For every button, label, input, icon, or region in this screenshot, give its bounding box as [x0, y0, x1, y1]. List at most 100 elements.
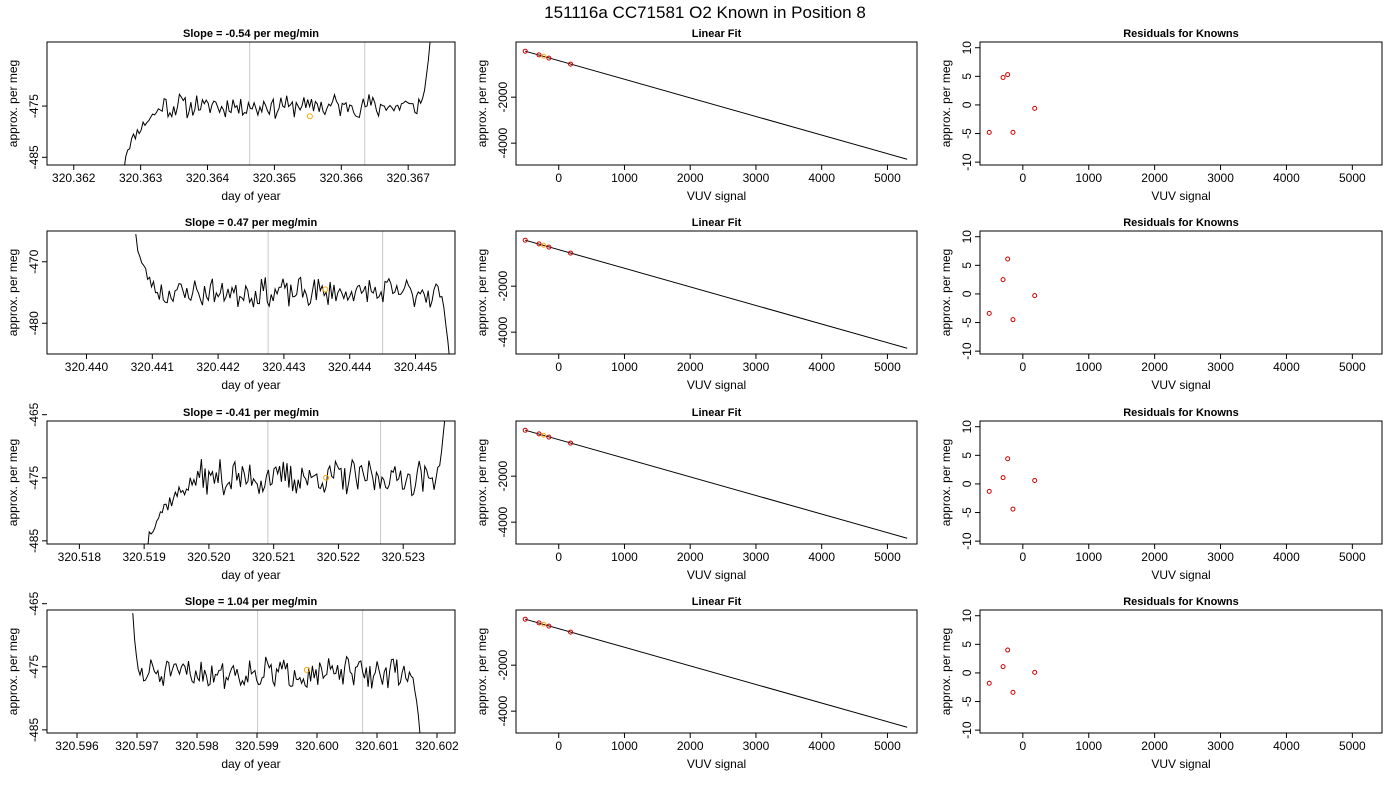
x-tick-label: 1000 [611, 360, 638, 374]
y-tick-label: 5 [960, 641, 974, 648]
x-tick-label: 0 [1019, 171, 1026, 185]
panel-fit-row1: Linear Fit 0 1000 2000 3000 4000 5000 -4000 -200… [475, 28, 918, 203]
panel-title: Slope = 0.47 per meg/min [185, 217, 318, 229]
x-tick-label: 1000 [611, 171, 638, 185]
data-point [1010, 129, 1016, 135]
time-series-line [132, 613, 421, 733]
y-tick-label: 0 [960, 480, 974, 487]
y-axis-label: approx. per meg [6, 628, 20, 715]
panel-residuals-row1: Residuals for Knowns 0 1000 2000 3000 4000 500… [939, 28, 1383, 203]
y-tick-label: -10 [960, 532, 974, 550]
data-point [1005, 456, 1011, 462]
x-tick-label: 320.363 [119, 171, 163, 185]
x-tick-label: 320.440 [65, 360, 109, 374]
x-tick-label: 320.444 [328, 360, 372, 374]
time-series-line [124, 42, 431, 165]
data-point [1005, 72, 1011, 78]
y-axis-label: approx. per meg [6, 439, 20, 526]
y-tick-label: 5 [960, 452, 974, 459]
data-point [546, 623, 552, 629]
x-tick-label: 320.598 [175, 739, 219, 753]
x-tick-label: 320.600 [295, 739, 339, 753]
panel-title: Linear Fit [692, 217, 742, 229]
x-tick-label: 320.520 [187, 550, 231, 564]
x-tick-label: 320.597 [115, 739, 159, 753]
y-tick-label: 5 [960, 262, 974, 269]
y-tick-label: -475 [27, 465, 41, 489]
x-tick-label: 4000 [808, 739, 835, 753]
panel-title: Residuals for Knowns [1123, 217, 1239, 229]
x-tick-label: 4000 [808, 550, 835, 564]
data-point [522, 237, 528, 243]
plot-frame [979, 609, 1383, 734]
x-tick-label: 3000 [743, 550, 770, 564]
data-point [1005, 256, 1011, 262]
y-axis-label: approx. per meg [939, 249, 953, 336]
x-tick-label: 0 [1019, 360, 1026, 374]
panel-residuals-row4: Residuals for Knowns 0 1000 2000 3000 4000 500… [939, 596, 1383, 771]
panel-residuals-row2: Residuals for Knowns 0 1000 2000 3000 4000 500… [939, 217, 1383, 392]
x-tick-label: 320.365 [253, 171, 297, 185]
mean-marker [322, 286, 329, 293]
y-tick-label: 0 [960, 101, 974, 108]
x-tick-label: 320.442 [196, 360, 240, 374]
plot-area [135, 231, 450, 354]
panel-title: Residuals for Knowns [1123, 28, 1239, 40]
x-tick-label: 5000 [1339, 360, 1366, 374]
x-tick-label: 320.443 [262, 360, 306, 374]
fit-line [525, 429, 908, 539]
x-axis-label: VUV signal [1151, 189, 1210, 203]
x-tick-label: 3000 [743, 360, 770, 374]
y-tick-label: 10 [960, 41, 974, 55]
data-point [1005, 647, 1011, 653]
x-tick-label: 1000 [1075, 360, 1102, 374]
x-tick-label: 2000 [1141, 739, 1168, 753]
data-point [522, 616, 528, 622]
x-tick-label: 320.523 [381, 550, 425, 564]
y-tick-label: -485 [27, 145, 41, 169]
x-tick-label: 3000 [1207, 550, 1234, 564]
panel-title: Slope = -0.41 per meg/min [183, 407, 319, 419]
x-tick-label: 320.364 [186, 171, 230, 185]
time-series-line [135, 234, 450, 354]
data-point [1000, 475, 1006, 481]
y-tick-label: -470 [27, 249, 41, 273]
data-point [522, 427, 528, 433]
plot-frame [46, 41, 456, 166]
x-tick-label: 320.518 [58, 550, 102, 564]
data-point [1032, 477, 1038, 483]
plot-frame [515, 420, 918, 545]
panel-fit-row4: Linear Fit 0 1000 2000 3000 4000 5000 -4000 -200… [475, 596, 918, 771]
x-axis-label: day of year [221, 568, 280, 582]
panel-timeseries-row1: Slope = -0.54 per meg/min 320.362 320.363 3… [6, 28, 456, 203]
y-axis-label: approx. per meg [939, 439, 953, 526]
x-tick-label: 5000 [874, 739, 901, 753]
panel-title: Residuals for Knowns [1123, 407, 1239, 419]
y-tick-label: -2000 [496, 271, 510, 302]
plot-area [132, 610, 421, 733]
plot-area [986, 456, 1038, 512]
plot-frame [46, 420, 456, 545]
x-tick-label: 3000 [743, 171, 770, 185]
x-tick-label: 3000 [1207, 171, 1234, 185]
data-point [522, 48, 528, 54]
y-tick-label: -5 [960, 696, 974, 707]
x-tick-label: 320.522 [317, 550, 361, 564]
y-axis-label: approx. per meg [6, 249, 20, 336]
mean-marker [306, 113, 313, 120]
data-point [1010, 317, 1016, 323]
data-point [546, 434, 552, 440]
data-point [536, 52, 542, 58]
panel-title: Linear Fit [692, 407, 742, 419]
y-tick-label: -10 [960, 153, 974, 171]
y-axis-label: approx. per meg [6, 60, 20, 147]
fit-line [525, 50, 908, 160]
x-tick-label: 2000 [1141, 171, 1168, 185]
x-axis-label: day of year [221, 189, 280, 203]
panel-title: Linear Fit [692, 596, 742, 608]
x-axis-label: VUV signal [687, 378, 746, 392]
y-tick-label: -465 [27, 591, 41, 615]
x-tick-label: 5000 [874, 550, 901, 564]
x-tick-label: 320.445 [394, 360, 438, 374]
data-point [541, 242, 547, 248]
